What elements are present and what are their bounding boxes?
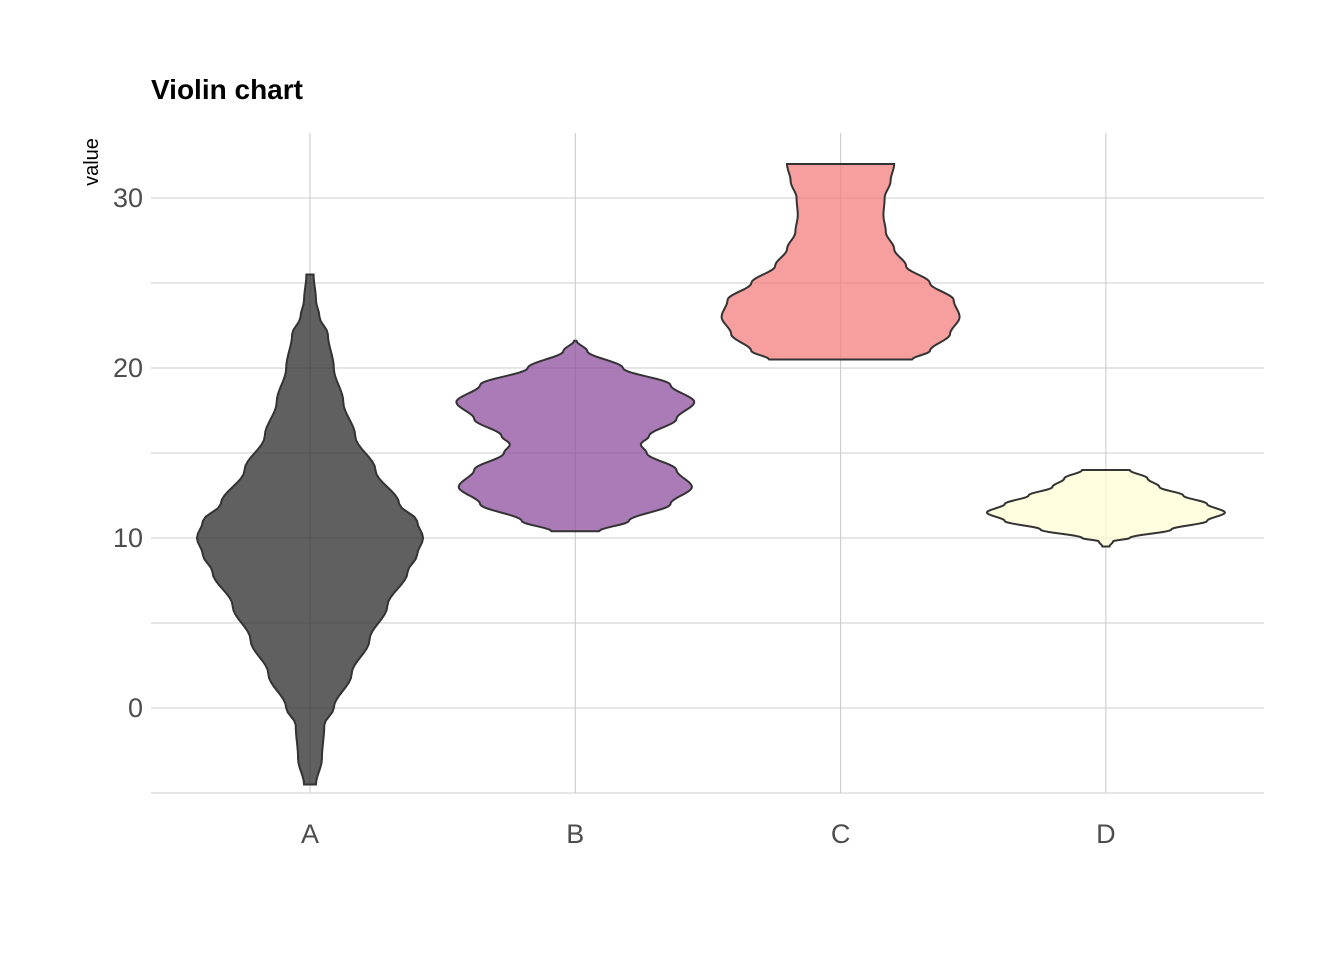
x-tick-label: A <box>301 819 319 849</box>
y-axis-label: value <box>81 138 103 186</box>
x-axis-ticks: A B C D <box>301 819 1116 849</box>
chart-title: Violin chart <box>151 74 303 105</box>
violin-b <box>455 339 696 533</box>
violin-a <box>195 273 425 786</box>
violin-d <box>985 469 1226 548</box>
x-tick-label: D <box>1096 819 1116 849</box>
y-tick-label: 20 <box>113 353 143 383</box>
y-tick-label: 30 <box>113 183 143 213</box>
violin-layer <box>195 163 1226 786</box>
y-tick-label: 10 <box>113 523 143 553</box>
x-tick-label: C <box>831 819 851 849</box>
y-axis-ticks: 0 10 20 30 <box>113 183 143 723</box>
violin-c <box>720 163 961 361</box>
y-tick-label: 0 <box>128 693 143 723</box>
x-tick-label: B <box>566 819 584 849</box>
